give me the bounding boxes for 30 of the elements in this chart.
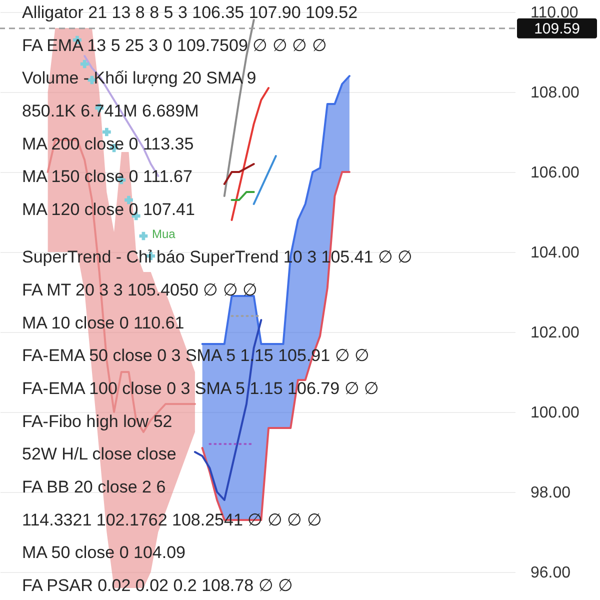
y-tick-label: 98.00 <box>530 484 571 502</box>
annotation: MA 200 close 0 113.35 <box>22 134 194 154</box>
line-series <box>223 163 255 185</box>
annotation: MA 120 close 0 107.41 <box>22 200 195 220</box>
ref-line-label: 109.59 <box>534 20 580 38</box>
y-tick-label: 108.00 <box>530 84 580 102</box>
annotation: 850.1K 6.741M 6.689M <box>22 102 199 121</box>
point <box>124 196 133 204</box>
y-tick-label: 102.00 <box>530 324 580 342</box>
annotation: Mua <box>152 226 176 241</box>
annotation: MA 50 close 0 104.09 <box>22 543 186 562</box>
annotation: Alligator 21 13 8 8 5 3 106.35 107.90 109.52 <box>22 3 358 22</box>
annotation: 52W H/L close close <box>22 444 176 464</box>
annotation: FA EMA 13 5 25 3 0 109.7509 ∅ ∅ ∅ ∅ <box>22 36 327 55</box>
annotation: MA 10 close 0 110.61 <box>22 313 184 332</box>
annotation: FA-Fibo high low 52 <box>22 412 172 431</box>
y-tick-label: 100.00 <box>530 404 580 422</box>
y-tick-label: 110.00 <box>530 4 578 22</box>
annotation: Volume - Khối lượng 20 SMA 9 <box>22 68 256 88</box>
y-tick-label: 104.00 <box>530 244 580 262</box>
point <box>102 128 111 136</box>
point <box>80 60 89 68</box>
y-tick-label: 106.00 <box>530 164 580 182</box>
annotation: FA BB 20 close 2 6 <box>22 477 166 496</box>
annotation: MA 150 close 0 111.67 <box>22 167 192 186</box>
line-series <box>230 87 270 221</box>
annotation: FA PSAR 0.02 0.02 0.2 108.78 ∅ ∅ <box>22 576 294 595</box>
annotation: FA MT 20 3 3 105.4050 ∅ ∅ ∅ <box>22 280 258 300</box>
y-tick-label: 96.00 <box>530 564 571 582</box>
line-series <box>252 155 277 205</box>
